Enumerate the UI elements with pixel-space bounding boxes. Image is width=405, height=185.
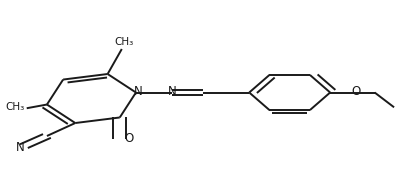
Text: O: O [125, 132, 134, 145]
Text: CH₃: CH₃ [5, 102, 25, 112]
Text: N: N [134, 85, 142, 98]
Text: CH₃: CH₃ [114, 37, 133, 47]
Text: N: N [168, 85, 177, 98]
Text: O: O [352, 85, 361, 98]
Text: N: N [16, 141, 25, 154]
